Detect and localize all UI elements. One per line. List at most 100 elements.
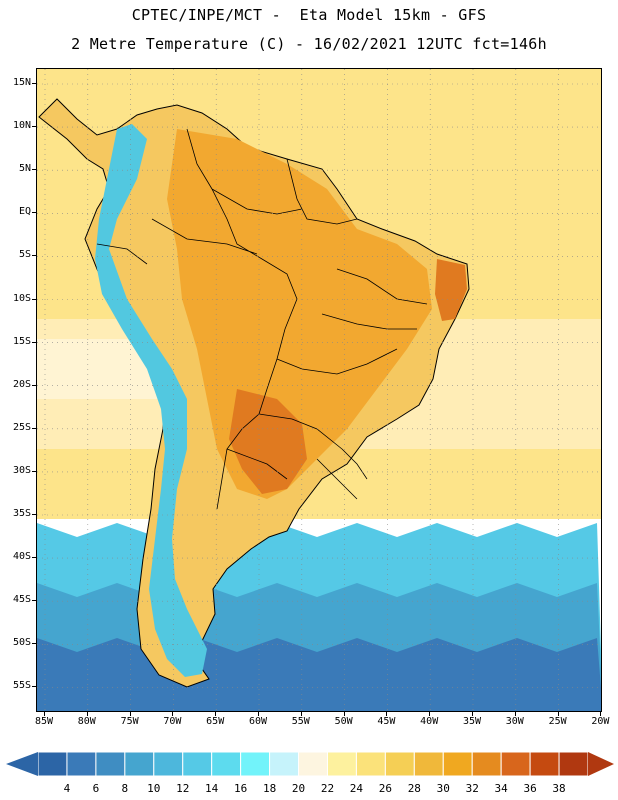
title-model: CPTEC/INPE/MCT - Eta Model 15km - GFS bbox=[131, 6, 487, 24]
latitude-tick-label: 45S bbox=[12, 594, 31, 606]
colorbar-swatch bbox=[124, 751, 155, 777]
colorbar-tick-label: 10 bbox=[147, 782, 161, 795]
longitude-tick bbox=[129, 712, 131, 716]
latitude-tick bbox=[32, 298, 36, 300]
latitude-tick-label: 10N bbox=[12, 120, 31, 132]
latitude-tick bbox=[32, 255, 36, 257]
colorbar-swatch bbox=[182, 751, 213, 777]
longitude-tick bbox=[300, 712, 302, 716]
colorbar-tick-label: 20 bbox=[291, 782, 306, 795]
longitude-tick bbox=[258, 712, 259, 716]
colorbar-tick-label: 12 bbox=[176, 782, 190, 795]
colorbar-tick-label: 38 bbox=[552, 782, 566, 795]
longitude-tick bbox=[215, 712, 217, 716]
latitude-tick bbox=[32, 341, 36, 343]
longitude-tick-label: 50W bbox=[334, 716, 353, 727]
colorbar-swatch bbox=[558, 751, 589, 777]
northeast-brazil-hot-spot bbox=[435, 259, 467, 321]
longitude-tick-label: 25W bbox=[548, 716, 567, 727]
colorbar-tick-label: 8 bbox=[121, 782, 129, 795]
longitude-tick bbox=[514, 712, 516, 716]
colorbar-tick-label: 26 bbox=[378, 782, 392, 795]
colorbar-swatch bbox=[298, 751, 328, 777]
colorbar-swatch bbox=[269, 751, 300, 777]
longitude-tick bbox=[44, 712, 45, 716]
latitude-tick-label: 5S bbox=[18, 249, 31, 261]
longitude-tick-label: 60W bbox=[248, 716, 268, 727]
colorbar-swatch bbox=[326, 751, 357, 777]
latitude-tick-label: 20S bbox=[12, 378, 31, 390]
colorbar-swatch bbox=[500, 751, 531, 777]
country-borders bbox=[96, 128, 428, 510]
colorbar-swatch bbox=[240, 751, 271, 777]
longitude-tick bbox=[472, 712, 473, 716]
longitude-tick-label: 75W bbox=[120, 716, 139, 727]
latitude-tick bbox=[32, 427, 36, 429]
colorbar-tick-label: 4 bbox=[63, 782, 71, 795]
temperature-map bbox=[36, 68, 602, 712]
longitude-tick bbox=[600, 712, 602, 716]
longitude-tick-label: 70W bbox=[163, 716, 182, 727]
colorbar-tick-label: 16 bbox=[234, 782, 248, 795]
longitude-tick-label: 40W bbox=[420, 716, 439, 727]
colorbar-swatch bbox=[442, 751, 473, 777]
latitude-tick bbox=[32, 643, 36, 645]
colorbar-swatch bbox=[384, 751, 415, 777]
latitude-tick-label: 10S bbox=[12, 292, 31, 304]
longitude-tick-label: 80W bbox=[77, 716, 96, 727]
latitude-tick bbox=[32, 514, 36, 515]
latitude-tick bbox=[32, 384, 36, 386]
colorbar-tick-label: 34 bbox=[494, 782, 508, 795]
colorbar-swatch bbox=[529, 751, 560, 777]
longitude-tick-label: 30W bbox=[505, 716, 524, 727]
title-variable: 2 Metre Temperature (C) - 16/02/2021 12U… bbox=[71, 35, 547, 53]
colorbar-swatch bbox=[211, 751, 242, 777]
colorbar-swatch bbox=[95, 751, 126, 777]
colorbar-tick-label: 36 bbox=[523, 782, 537, 795]
latitude-tick bbox=[32, 600, 36, 602]
latitude-tick-label: 35S bbox=[12, 508, 31, 519]
colorbar-left-arrow bbox=[6, 752, 38, 776]
colorbar-tick-label: 22 bbox=[320, 782, 335, 795]
longitude-tick-label: 20W bbox=[591, 716, 610, 727]
latitude-tick-label: 15S bbox=[12, 335, 31, 347]
andes-cold-strip bbox=[95, 124, 207, 677]
longitude-tick-label: 85W bbox=[34, 716, 54, 727]
latitude-tick-label: 50S bbox=[12, 637, 31, 649]
colorbar-swatch bbox=[471, 751, 502, 777]
colorbar-tick-label: 24 bbox=[349, 782, 364, 795]
longitude-tick bbox=[172, 712, 174, 716]
latitude-tick bbox=[32, 557, 36, 559]
longitude-tick bbox=[86, 712, 88, 716]
latitude-tick-label: 55S bbox=[12, 680, 31, 692]
colorbar-swatch bbox=[37, 751, 68, 777]
colorbar-tick-label: 32 bbox=[465, 782, 479, 795]
central-hot-region bbox=[167, 129, 432, 499]
longitude-tick bbox=[386, 712, 388, 716]
longitude-tick bbox=[429, 712, 431, 716]
temperature-colorbar bbox=[6, 751, 614, 777]
latitude-tick-label: EQ bbox=[18, 206, 31, 218]
colorbar-swatch bbox=[153, 751, 184, 777]
colorbar-tick-label: 28 bbox=[407, 782, 421, 795]
south-brazil-paraguay-hot-spot bbox=[229, 389, 307, 494]
longitude-tick-label: 55W bbox=[291, 716, 310, 727]
latitude-tick-label: 25S bbox=[12, 421, 31, 433]
longitude-tick bbox=[343, 712, 345, 716]
colorbar-swatch bbox=[66, 751, 97, 777]
colorbar-tick-label: 6 bbox=[92, 782, 100, 795]
latitude-tick-label: 15N bbox=[12, 77, 31, 88]
colorbar-tick-label: 30 bbox=[436, 782, 450, 795]
latitude-tick-label: 30S bbox=[12, 464, 31, 476]
longitude-tick bbox=[557, 712, 559, 716]
latitude-tick bbox=[32, 83, 36, 84]
latitude-tick-label: 5N bbox=[18, 163, 31, 175]
longitude-tick-label: 65W bbox=[206, 716, 225, 727]
longitude-tick-label: 45W bbox=[377, 716, 396, 727]
latitude-tick bbox=[32, 470, 36, 472]
latitude-tick bbox=[32, 686, 36, 688]
latitude-tick bbox=[32, 212, 36, 214]
colorbar-tick-label: 14 bbox=[205, 782, 219, 795]
colorbar-right-arrow bbox=[588, 752, 614, 776]
latitude-tick-label: 40S bbox=[12, 551, 31, 563]
